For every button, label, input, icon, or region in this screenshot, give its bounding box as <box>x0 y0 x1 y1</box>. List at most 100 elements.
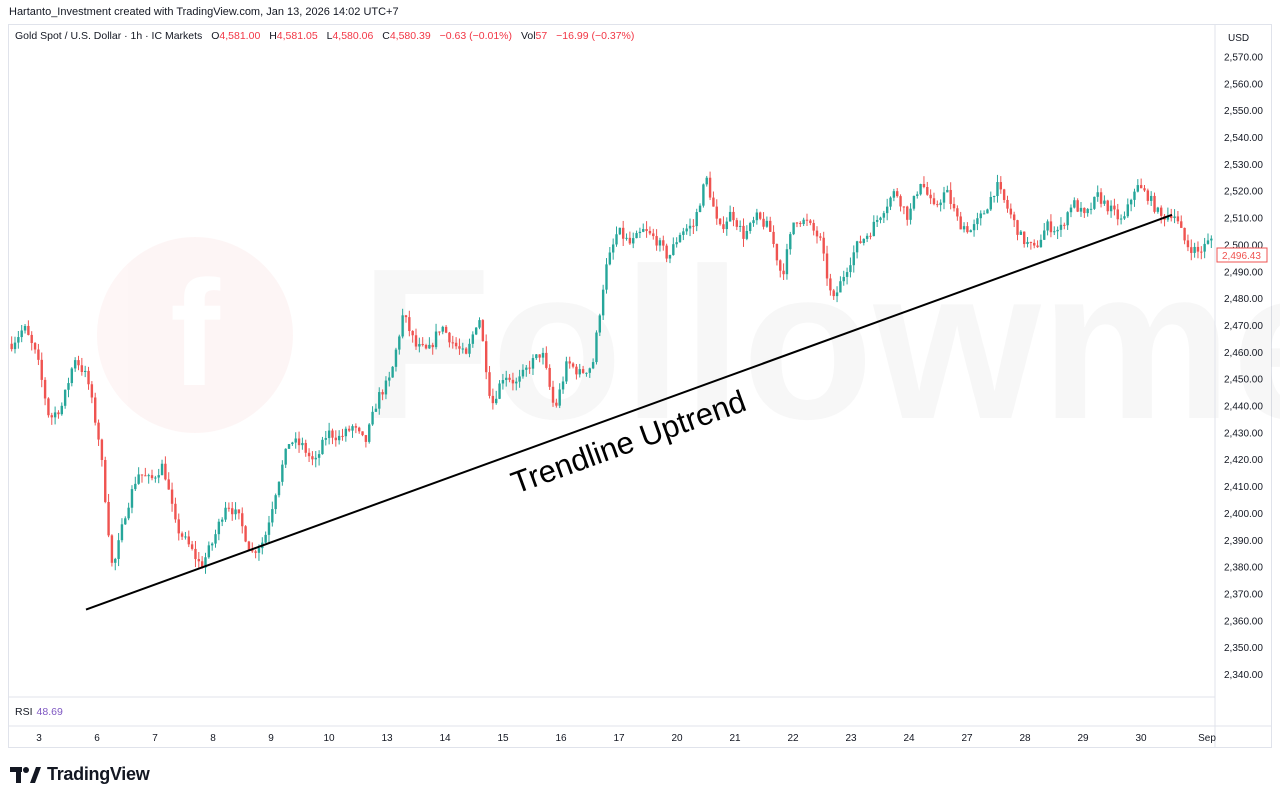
candle-body <box>1039 239 1043 248</box>
candle-body <box>120 524 124 541</box>
candle-body <box>97 422 100 440</box>
candle-body <box>1106 200 1109 212</box>
tradingview-logo[interactable]: TradingView <box>10 764 150 785</box>
candle-body <box>291 442 294 445</box>
candle-body <box>662 240 665 246</box>
candle-body <box>137 474 140 484</box>
candle-body <box>1002 189 1006 200</box>
high-label: H <box>269 30 277 42</box>
price-tick-label: 2,520.00 <box>1224 187 1263 198</box>
candle-body <box>1136 185 1140 192</box>
candle-body <box>875 220 879 222</box>
candle-body <box>10 343 13 350</box>
candle-body <box>347 428 351 431</box>
candle-body <box>474 327 478 335</box>
candle-body <box>906 206 909 220</box>
candle-body <box>548 367 551 387</box>
candle-body <box>144 475 147 477</box>
price-tick-label: 2,390.00 <box>1224 536 1263 547</box>
candle-body <box>581 369 585 373</box>
candle-body <box>1016 220 1019 235</box>
candle-body <box>1123 216 1126 219</box>
candle-body <box>632 238 635 244</box>
candle-body <box>334 437 338 441</box>
candle-body <box>40 359 43 380</box>
candle-body <box>374 408 378 412</box>
candle-body <box>1153 195 1156 212</box>
candle-body <box>501 380 505 384</box>
candle-body <box>849 265 852 273</box>
candle-body <box>314 457 317 460</box>
price-tick-label: 2,370.00 <box>1224 589 1263 600</box>
candle-body <box>929 194 932 199</box>
low-value: 4,580.06 <box>332 30 374 42</box>
candle-body <box>63 389 67 406</box>
candle-body <box>1119 218 1123 220</box>
candle-body <box>802 219 805 225</box>
time-tick-label: 23 <box>845 733 857 744</box>
time-tick-label: 20 <box>671 733 683 744</box>
candle-body <box>799 222 802 225</box>
candle-body <box>83 370 87 373</box>
candle-body <box>855 241 859 253</box>
candle-body <box>180 533 184 537</box>
candle-body <box>1096 192 1099 197</box>
candle-body <box>969 230 972 233</box>
candle-body <box>231 508 234 515</box>
candle-body <box>986 209 989 214</box>
candle-body <box>551 386 555 403</box>
candle-body <box>845 272 849 277</box>
candle-body <box>354 426 358 428</box>
candle-body <box>555 402 558 406</box>
candle-body <box>672 244 675 256</box>
candle-body <box>892 191 896 198</box>
candle-body <box>220 519 224 522</box>
time-tick-label: 13 <box>381 733 393 744</box>
rsi-indicator[interactable]: RSI 48.69 <box>15 706 63 718</box>
candle-body <box>591 362 595 369</box>
candle-body <box>217 521 221 535</box>
candle-body <box>441 326 444 332</box>
currency-label[interactable]: USD <box>1228 33 1249 44</box>
candle-body <box>939 202 942 206</box>
candle-body <box>271 509 274 523</box>
close-label: C <box>382 30 390 42</box>
candle-body <box>1183 227 1186 241</box>
symbol-name[interactable]: Gold Spot / U.S. Dollar · 1h · IC Market… <box>15 30 203 42</box>
candle-body <box>251 549 254 552</box>
candle-body <box>174 503 177 520</box>
time-tick-label: 17 <box>613 733 625 744</box>
candle-body <box>605 264 608 290</box>
candle-body <box>17 337 20 343</box>
candle-body <box>809 220 812 223</box>
candle-body <box>1089 208 1093 210</box>
candle-body <box>411 331 414 336</box>
candle-body <box>578 369 581 375</box>
candle-body <box>1180 221 1183 228</box>
candle-body <box>531 358 535 369</box>
candle-body <box>785 249 789 275</box>
candle-body <box>655 236 658 246</box>
time-tick-label: 7 <box>152 733 158 744</box>
trendline-uptrend[interactable] <box>85 213 1173 611</box>
candle-body <box>451 342 454 344</box>
candle-body <box>27 325 30 335</box>
candle-body <box>922 183 926 188</box>
candle-body <box>254 551 257 553</box>
candle-body <box>678 234 682 243</box>
candle-body <box>839 281 842 293</box>
candle-body <box>358 427 361 432</box>
price-axis[interactable]: 2,340.00 2,350.00 2,360.00 2,370.00 2,380.00… <box>1224 52 1263 681</box>
candle-body <box>702 184 705 206</box>
candle-body <box>67 383 70 390</box>
candle-body <box>525 367 528 370</box>
candle-body <box>1146 190 1150 201</box>
candle-body <box>267 522 271 535</box>
candle-body <box>200 561 204 568</box>
candle-body <box>1206 240 1210 244</box>
candle-body <box>642 229 645 232</box>
time-axis[interactable]: 3 6 7 8 9 10 13 14 15 16 17 20 21 22 23 24 27 28 29 30 Sep <box>36 733 1216 744</box>
low-label: L <box>326 30 333 42</box>
candle-body <box>598 315 602 333</box>
